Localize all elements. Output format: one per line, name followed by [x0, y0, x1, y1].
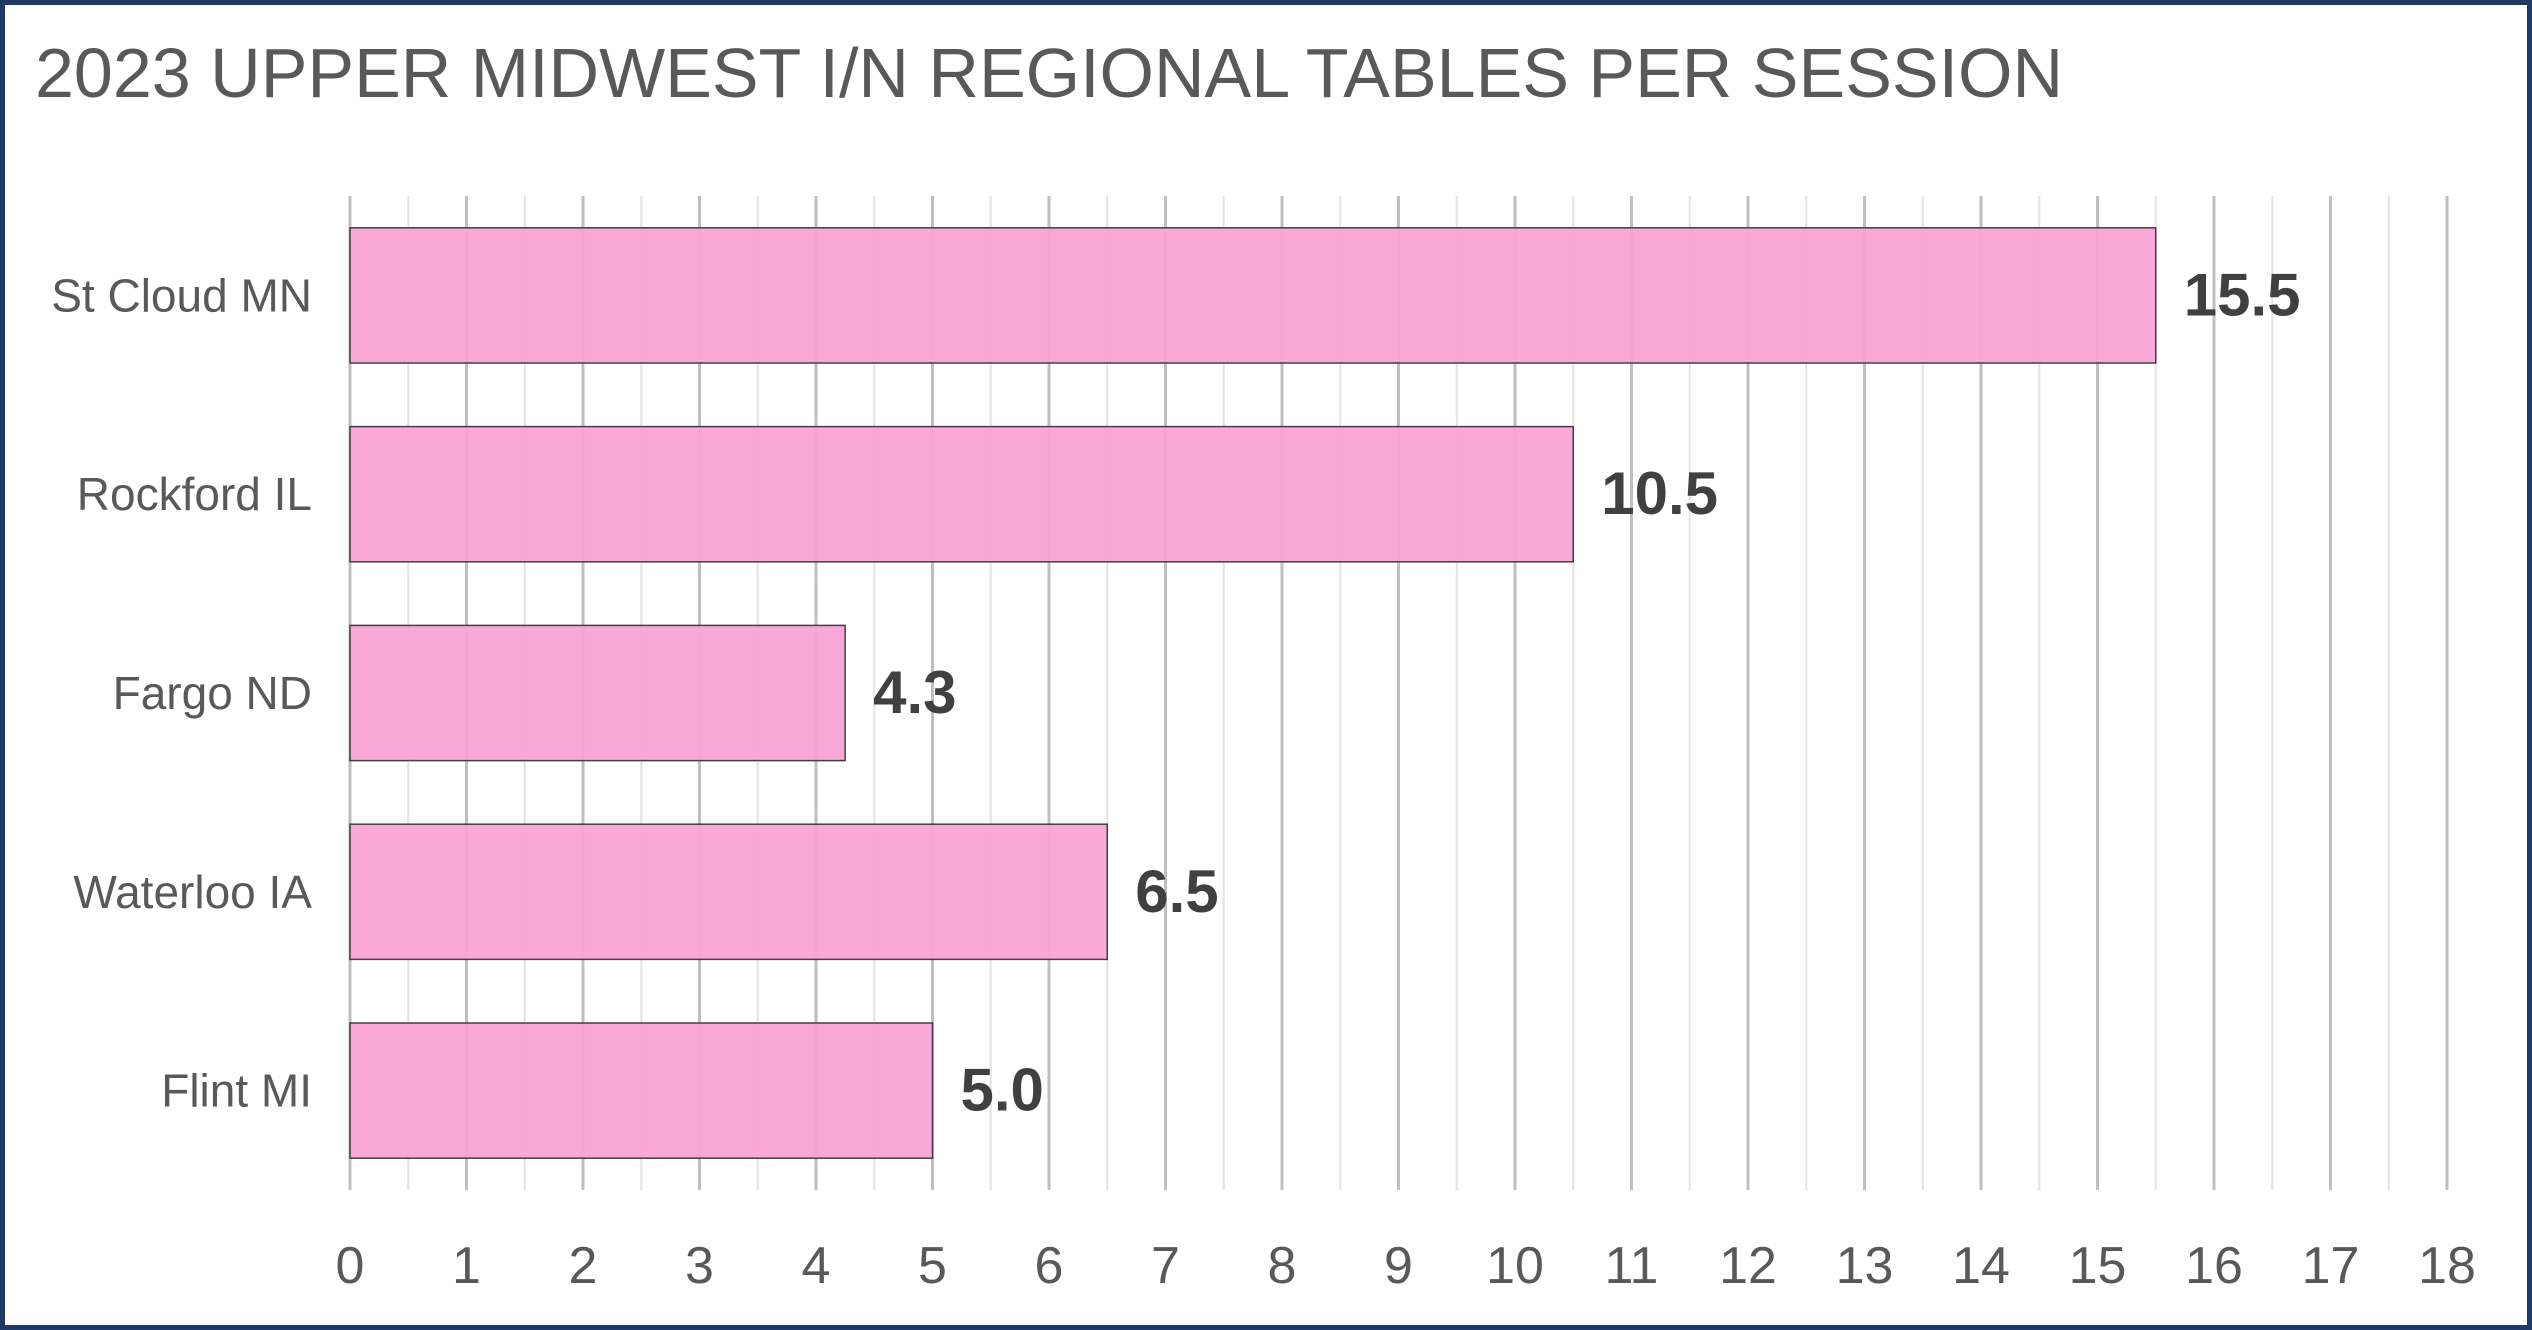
x-tick-label: 17 [2302, 1237, 2360, 1295]
x-tick-label: 3 [685, 1237, 714, 1295]
bar [349, 624, 846, 762]
x-tick-label: 2 [569, 1237, 598, 1295]
category-label: Waterloo IA [73, 866, 312, 918]
x-axis-tick-labels: 0 1 2 3 4 5 6 7 8 9 10 11 12 13 14 15 16 17 18 [336, 1237, 2476, 1295]
x-tick-label: 14 [1952, 1237, 2010, 1295]
category-labels: St Cloud MN Rockford IL Fargo ND Waterloo I… [51, 269, 312, 1116]
chart-title: 2023 UPPER MIDWEST I/N REGIONAL TABLES P… [35, 34, 2064, 112]
category-label: Rockford IL [77, 468, 312, 520]
category-label: Flint MI [161, 1065, 312, 1117]
data-label: 4.3 [873, 659, 956, 726]
bar [349, 823, 1108, 961]
bar [349, 227, 2157, 364]
x-tick-label: 13 [1836, 1237, 1894, 1295]
x-tick-label: 12 [1719, 1237, 1777, 1295]
x-tick-label: 4 [802, 1237, 831, 1295]
x-tick-label: 6 [1035, 1237, 1064, 1295]
data-label: 10.5 [1601, 460, 1718, 527]
x-tick-label: 18 [2418, 1237, 2476, 1295]
bars [349, 227, 2157, 1159]
x-tick-label: 15 [2069, 1237, 2127, 1295]
bar [349, 425, 1574, 563]
x-tick-label: 16 [2185, 1237, 2243, 1295]
data-label: 5.0 [961, 1057, 1044, 1124]
x-tick-label: 1 [452, 1237, 481, 1295]
category-label: St Cloud MN [51, 269, 312, 321]
x-tick-label: 10 [1486, 1237, 1544, 1295]
x-tick-label: 7 [1151, 1237, 1180, 1295]
x-tick-label: 0 [336, 1237, 365, 1295]
data-label: 15.5 [2184, 261, 2301, 328]
category-label: Fargo ND [113, 667, 312, 719]
x-tick-label: 5 [918, 1237, 947, 1295]
data-label: 6.5 [1135, 858, 1218, 925]
bar [349, 1022, 934, 1159]
value-labels: 15.5 10.5 4.3 6.5 5.0 [873, 261, 2300, 1123]
x-tick-label: 9 [1384, 1237, 1413, 1295]
x-tick-label: 11 [1605, 1237, 1659, 1295]
x-tick-label: 8 [1268, 1237, 1297, 1295]
